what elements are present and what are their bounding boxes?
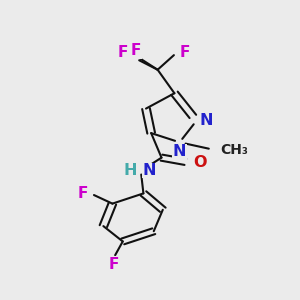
Text: N: N	[173, 144, 186, 159]
Text: N: N	[200, 113, 213, 128]
Text: H: H	[124, 164, 137, 178]
Text: CH₃: CH₃	[220, 143, 248, 158]
Text: N: N	[142, 164, 156, 178]
Text: F: F	[130, 44, 141, 59]
Text: F: F	[109, 257, 119, 272]
Text: O: O	[193, 155, 206, 170]
Text: F: F	[77, 186, 88, 201]
Text: F: F	[180, 45, 190, 60]
Text: F: F	[118, 45, 128, 60]
